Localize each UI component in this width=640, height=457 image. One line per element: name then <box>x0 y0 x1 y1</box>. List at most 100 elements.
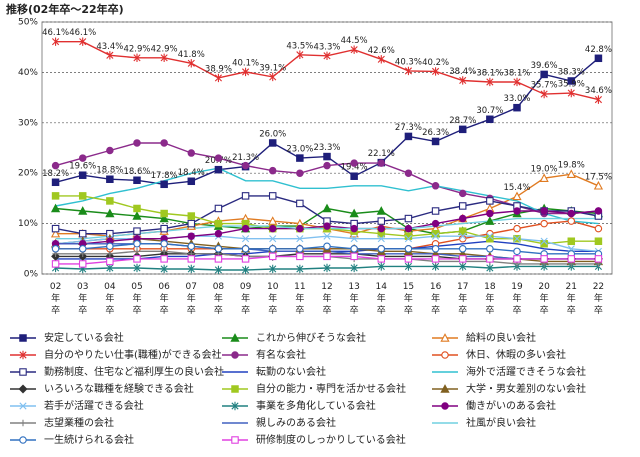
data-point <box>269 235 277 243</box>
data-point <box>187 219 196 228</box>
data-label: 28.7% <box>449 116 476 126</box>
data-point <box>540 255 548 263</box>
y-tick-label: 10% <box>18 219 38 229</box>
data-point <box>133 53 141 62</box>
data-point <box>404 245 413 253</box>
x-tick-label: 18 年卒 <box>484 282 496 316</box>
data-point <box>350 263 358 273</box>
data-point <box>106 197 114 205</box>
data-point <box>160 248 168 255</box>
data-point <box>296 235 304 243</box>
data-point <box>486 115 494 124</box>
data-point <box>567 77 576 85</box>
x-tick-label: 09 年卒 <box>240 282 252 316</box>
data-point <box>486 245 494 253</box>
data-point <box>214 165 223 174</box>
data-point <box>513 207 521 215</box>
data-point <box>350 252 358 261</box>
data-label: 39.1% <box>259 63 286 73</box>
data-label: 40.3% <box>395 57 422 67</box>
data-label: 30.7% <box>476 106 503 116</box>
data-point <box>458 189 467 198</box>
data-point <box>106 242 114 251</box>
data-point <box>486 232 494 240</box>
x-tick-label: 02 年卒 <box>50 282 61 316</box>
legend-label: 親しみのある会社 <box>256 416 336 429</box>
legend-label: 研修制度のしっかりしている会社 <box>256 433 406 446</box>
data-point <box>268 216 278 225</box>
data-label: 18.2% <box>42 169 69 179</box>
data-label: 43.4% <box>96 42 123 52</box>
data-point <box>268 245 277 253</box>
data-point <box>187 59 195 68</box>
data-point <box>106 51 114 60</box>
data-point <box>214 154 223 162</box>
data-point <box>540 219 548 228</box>
data-label: 38.4% <box>449 67 476 77</box>
data-point <box>594 207 603 215</box>
data-label: 38.3% <box>558 67 585 77</box>
data-point <box>458 255 467 263</box>
x-tick-label: 10 年卒 <box>267 282 279 316</box>
legend-label: 一生続けられる会社 <box>44 433 134 446</box>
legend-marker <box>231 401 239 411</box>
data-label: 41.8% <box>178 50 205 60</box>
data-point <box>241 255 250 263</box>
data-point <box>513 77 521 87</box>
data-point <box>513 224 521 233</box>
legend-marker <box>19 368 27 376</box>
data-point <box>106 250 114 258</box>
data-point <box>160 224 168 233</box>
data-label: 19.6% <box>69 162 96 172</box>
data-point <box>296 154 304 162</box>
data-point <box>513 255 521 263</box>
data-point <box>51 178 60 187</box>
data-point <box>431 245 440 253</box>
legend-label: 転勤のない会社 <box>256 365 326 378</box>
y-tick-label: 40% <box>18 68 38 78</box>
series-line <box>55 167 599 225</box>
data-point <box>106 175 114 183</box>
data-point <box>106 263 114 273</box>
legend-marker <box>440 333 450 342</box>
data-label: 35.9% <box>558 80 585 90</box>
data-label: 42.9% <box>123 44 150 54</box>
data-point <box>51 245 60 253</box>
data-point <box>296 264 304 274</box>
data-point <box>540 237 548 245</box>
data-point <box>241 265 250 275</box>
x-tick-label: 15 年卒 <box>403 282 414 316</box>
data-point <box>323 232 331 240</box>
data-point <box>296 245 304 253</box>
data-point <box>268 252 277 261</box>
legend-marker <box>19 419 27 427</box>
chart-title: 推移(02年卒〜22年卒) <box>6 2 124 16</box>
data-point <box>269 72 277 82</box>
legend-marker <box>19 402 27 410</box>
data-label: 26.3% <box>422 128 449 138</box>
data-point <box>486 197 494 205</box>
data-point <box>431 219 440 228</box>
data-point <box>377 235 385 243</box>
data-point <box>513 235 521 243</box>
data-point <box>51 161 60 170</box>
data-point <box>458 227 467 235</box>
data-point <box>160 53 168 62</box>
legend-label: 大学・男女差別のない会社 <box>466 382 586 395</box>
data-label: 26.0% <box>259 129 286 139</box>
data-point <box>78 260 87 268</box>
data-point <box>133 263 141 273</box>
data-point <box>241 161 250 170</box>
data-label: 39.6% <box>531 61 558 71</box>
data-point <box>567 255 576 263</box>
data-label: 42.6% <box>368 46 395 56</box>
data-point <box>486 77 494 87</box>
data-label: 46.1% <box>42 28 69 38</box>
data-point <box>296 199 304 208</box>
data-point <box>404 255 413 263</box>
data-point <box>159 213 169 223</box>
x-tick-label: 20 年卒 <box>538 282 550 316</box>
legend-marker <box>19 436 27 444</box>
data-point <box>323 242 331 251</box>
data-point <box>214 245 223 253</box>
